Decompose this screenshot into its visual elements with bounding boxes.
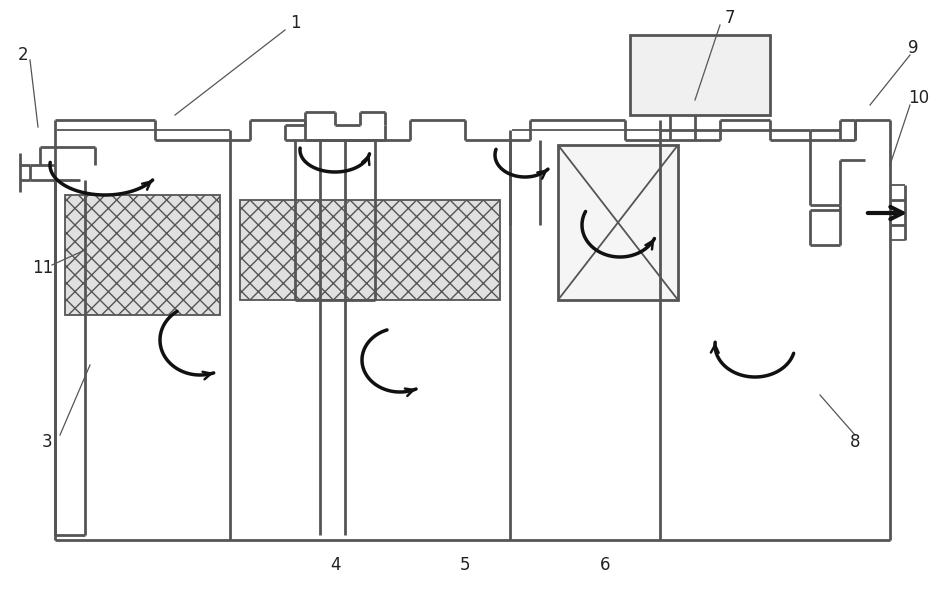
Text: 11: 11 (32, 259, 53, 277)
Text: 4: 4 (330, 556, 340, 574)
Text: 10: 10 (908, 89, 930, 107)
Text: 9: 9 (908, 39, 918, 57)
Bar (240, 200, 500, 300)
Text: 3: 3 (42, 433, 53, 451)
Text: 6: 6 (600, 556, 611, 574)
Bar (65, 195, 220, 315)
Text: 7: 7 (725, 9, 735, 27)
Text: 8: 8 (850, 433, 860, 451)
Text: 5: 5 (460, 556, 471, 574)
Bar (558, 145, 678, 300)
Text: 2: 2 (18, 46, 29, 64)
Bar (630, 35, 770, 115)
Text: 1: 1 (290, 14, 300, 32)
